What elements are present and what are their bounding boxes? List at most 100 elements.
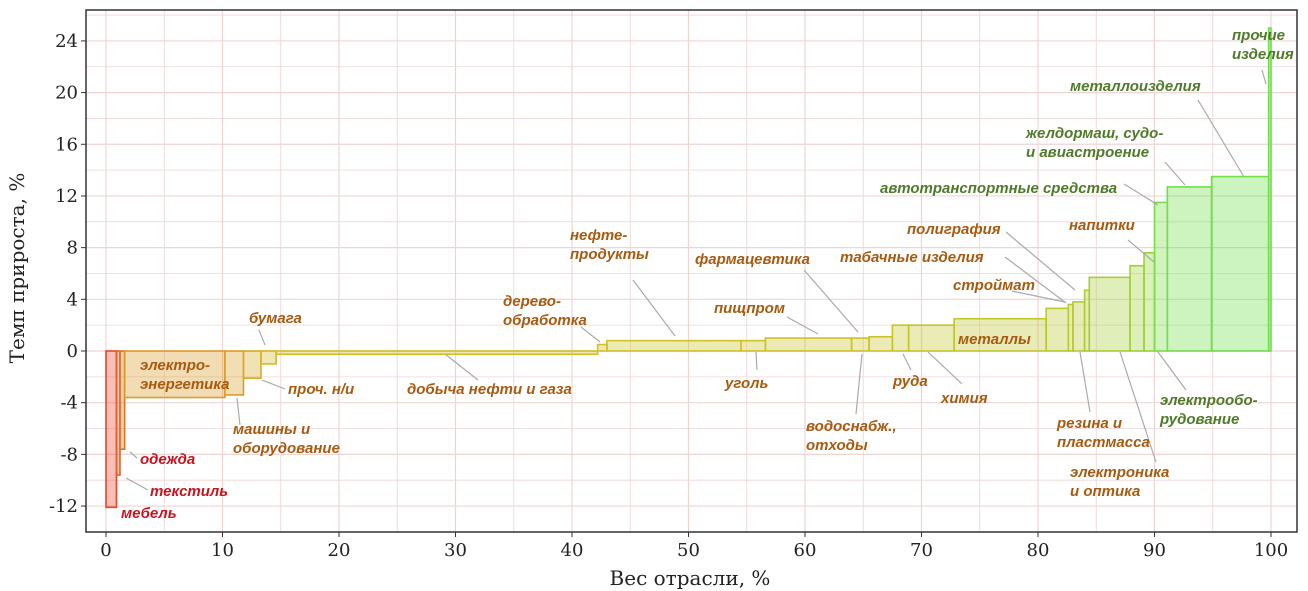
leader-line [1123, 183, 1159, 206]
x-tick-label: 50 [677, 540, 700, 561]
bar-label-line: металлоизделия [1070, 78, 1201, 95]
bar-label: нефте-продукты [570, 227, 649, 263]
bar-label-line: добыча нефти и газа [407, 381, 572, 398]
bar-label: электро-энергетика [140, 357, 229, 393]
bar-label: резина и пластмасса [1056, 415, 1150, 451]
y-tick-label: 24 [55, 31, 78, 52]
x-tick-label: 40 [561, 540, 584, 561]
bar [1267, 27, 1272, 352]
bar [1129, 264, 1145, 352]
bar-label-line: изделия [1232, 46, 1294, 63]
leader-line [855, 353, 863, 415]
bar-label: дерево-обработка [503, 293, 587, 329]
bar-label: металлы [958, 331, 1031, 348]
x-tick-label: 10 [211, 540, 234, 561]
bar-label-line: прочие [1232, 27, 1285, 44]
bar-label: прочие изделия [1232, 27, 1294, 63]
bar-labels: мебель текстиль одежда электро-энергетика ма… [121, 27, 1294, 522]
bar-label-line: мебель [121, 505, 177, 522]
leader-line [1004, 256, 1067, 304]
bar-label-line: водоснабж., [806, 418, 897, 435]
y-axis-title: Темп прироста, % [5, 173, 29, 364]
bar-label-line: машины и [233, 421, 310, 438]
x-tick-label: 20 [328, 540, 351, 561]
leader-line [236, 397, 241, 426]
x-tick-label: 60 [794, 540, 817, 561]
bar-label-line: руда [892, 373, 928, 390]
y-tick-label: -8 [60, 444, 78, 465]
bar-label: уголь [724, 375, 768, 392]
x-tick-label: 0 [100, 540, 111, 561]
x-tick-label: 30 [444, 540, 467, 561]
y-tick-label: 16 [55, 134, 78, 155]
bar [275, 350, 599, 356]
leader-line [1164, 161, 1186, 186]
leader-line [129, 451, 138, 459]
y-tick-label: 8 [67, 238, 78, 259]
bar [1088, 276, 1131, 352]
bar-label-line: продукты [570, 246, 649, 263]
bar-label: руда [892, 373, 928, 390]
bar [740, 339, 767, 352]
bar-label-line: оборудование [233, 440, 340, 457]
bar [242, 350, 262, 379]
leader-line [902, 353, 912, 371]
leader-line [1261, 69, 1267, 85]
bar [1166, 186, 1213, 352]
bar-label: автотранспортные средства [880, 180, 1117, 197]
y-tick-label: -4 [60, 393, 78, 414]
bar-label: проч. н/и [288, 381, 354, 398]
bar-label-line: пищпром [714, 300, 785, 317]
bar-label-line: строймат [953, 277, 1035, 294]
bar [891, 324, 910, 352]
bar-label-line: рудование [1159, 411, 1239, 428]
bar-label-line: энергетика [140, 376, 229, 393]
bar-label: строймат [953, 277, 1035, 294]
bar-label: электроника и оптика [1070, 464, 1169, 500]
leader-line [1157, 351, 1187, 391]
bar [764, 337, 853, 352]
leader-line [261, 379, 286, 390]
bar-label: пищпром [714, 300, 785, 317]
bar-label: мебель [121, 505, 177, 522]
y-tick-label: -12 [49, 496, 78, 517]
bar-label: фармацевтика [695, 251, 810, 268]
x-tick-label: 90 [1143, 540, 1166, 561]
bar-label-line: обработка [503, 312, 587, 329]
bar [260, 350, 277, 365]
bar-label: одежда [140, 451, 195, 468]
leader-line [1197, 99, 1245, 178]
bar-label-line: напитки [1069, 217, 1135, 234]
bar-label-line: пластмасса [1057, 434, 1150, 451]
bar-label-line: и оптика [1070, 483, 1140, 500]
leader-line [258, 329, 266, 346]
x-tick-label: 80 [1027, 540, 1050, 561]
bar [606, 339, 742, 352]
leader-line [125, 477, 149, 491]
bar-label-line: отходы [806, 437, 868, 454]
bar [850, 337, 870, 352]
leader-line [1079, 351, 1091, 413]
y-tick-label: 20 [55, 83, 78, 104]
bar-label-line: одежда [140, 451, 195, 468]
bar-label-line: и авиастроение [1026, 144, 1149, 161]
leader-line [580, 326, 601, 343]
leader-line [755, 351, 758, 371]
bar-label-line: желдормаш, судо- [1025, 125, 1163, 142]
bar [105, 350, 118, 509]
bar-label: полиграфия [907, 221, 1001, 238]
bar-label-line: табачные изделия [840, 249, 984, 266]
bar-label-line: проч. н/и [288, 381, 354, 398]
bar-label-line: нефте- [570, 227, 627, 244]
x-axis-title: Вес отрасли, % [610, 566, 771, 590]
y-tick-label: 4 [67, 289, 78, 310]
bar-label-line: металлы [958, 331, 1031, 348]
bar-label-line: текстиль [150, 483, 228, 500]
y-tick-label: 0 [67, 341, 78, 362]
leader-line [1005, 231, 1076, 291]
bar [1210, 175, 1270, 352]
leader-lines [125, 69, 1267, 491]
x-tick-label: 100 [1254, 540, 1288, 561]
bar-label: металлоизделия [1070, 78, 1201, 95]
